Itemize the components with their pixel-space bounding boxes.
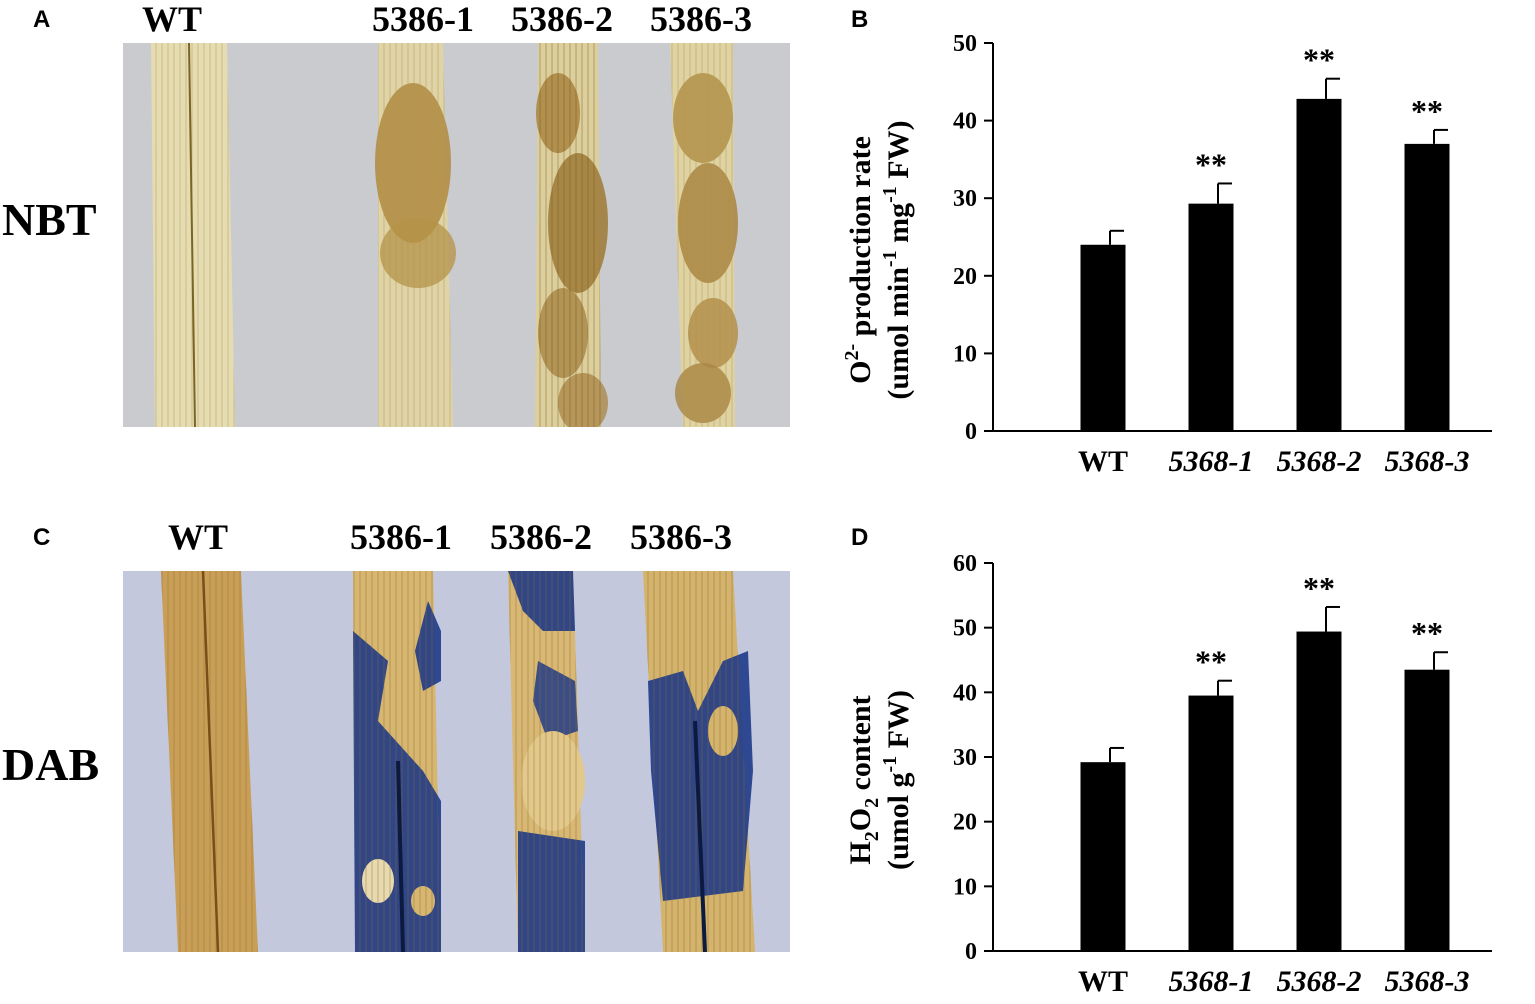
chart-d-plot: 0 10 20 30 40 50 60 WT ** 5368-1 ** 5368-2 ** 5368-3	[953, 551, 1492, 998]
chart-d-y-tick-label: 10	[953, 874, 977, 900]
chart-b-ylabel: O2- production rate (umol min-1 mg-1 FW)	[841, 120, 915, 399]
chart-d-x-label-5368-1: 5368-1	[1169, 965, 1254, 998]
panel-letter-d: D	[851, 524, 869, 551]
chart-d-h2o2-content: H2O2 content (umol g-1 FW) 0102030405060…	[844, 551, 1492, 998]
column-label-5386-3-c: 5386-3	[630, 517, 732, 557]
chart-b-significance-mark: **	[1411, 93, 1443, 129]
row-label-dab: DAB	[2, 739, 100, 790]
chart-b-ylabel-o-sup: 2-	[841, 344, 863, 361]
chart-b-significance-mark: **	[1195, 146, 1227, 182]
column-label-5386-1: 5386-1	[372, 0, 474, 39]
chart-b-bar-5368-3	[1404, 143, 1450, 431]
chart-b-ylabel-unit-c: FW)	[882, 120, 915, 186]
chart-d-y-tick-label: 20	[953, 810, 977, 836]
chart-d-y-tick-label: 50	[953, 616, 977, 642]
chart-b-x-label-5368-1: 5368-1	[1169, 445, 1254, 478]
chart-d-ylabel: H2O2 content (umol g-1 FW)	[844, 690, 915, 870]
dab-leaf-5386-1	[353, 571, 441, 952]
nbt-leaf-wt	[151, 43, 235, 427]
chart-d-bar-5368-3	[1404, 669, 1450, 951]
chart-b-bar-5368-1	[1188, 203, 1234, 431]
chart-b-y-tick-label: 40	[953, 109, 977, 135]
chart-d-ylabel-text: content	[844, 695, 877, 797]
chart-d-bar-5368-1	[1188, 695, 1234, 951]
dab-leaf-5386-3	[643, 571, 755, 952]
svg-text:O2- production rate: O2- production rate	[841, 136, 877, 384]
chart-d-ylabel-o-sub: 2	[861, 798, 883, 808]
nbt-leaf-5386-1	[375, 43, 456, 427]
chart-b-bar-wt	[1080, 244, 1126, 431]
chart-b-ylabel-unit-sup2: -1	[879, 186, 901, 203]
nbt-leaf-illustration	[151, 43, 738, 427]
chart-d-bar-wt	[1080, 762, 1126, 951]
chart-d-y-tick-label: 60	[953, 551, 977, 577]
chart-d-x-label-5368-2: 5368-2	[1277, 965, 1362, 998]
chart-b-o2-production: O2- production rate (umol min-1 mg-1 FW)…	[841, 31, 1492, 478]
chart-b-ylabel-unit-b: mg	[882, 203, 915, 251]
column-label-5386-1-c: 5386-1	[350, 517, 452, 557]
panel-letter-a: A	[33, 6, 51, 33]
chart-b-significance-mark: **	[1303, 42, 1335, 78]
chart-d-x-label-5368-3: 5368-3	[1385, 965, 1470, 998]
chart-d-y-tick-label: 30	[953, 745, 977, 771]
column-label-5386-2-c: 5386-2	[490, 517, 592, 557]
chart-b-plot: 0 10 20 30 40 50 WT ** 5368-1 ** 5368-2 ** 5368-3	[953, 31, 1492, 478]
chart-d-ylabel-h-sub: 2	[861, 831, 883, 841]
chart-d-significance-mark: **	[1195, 644, 1227, 680]
chart-b-y-tick-label: 50	[953, 31, 977, 57]
panel-letter-b: B	[851, 6, 869, 33]
panel-letter-c: C	[33, 524, 51, 551]
chart-d-ylabel-o: O	[844, 808, 877, 831]
chart-d-ylabel-unit-sup: -1	[879, 756, 901, 773]
chart-d-y-tick-label: 0	[965, 939, 977, 965]
chart-b-x-label-5368-3: 5368-3	[1385, 445, 1470, 478]
chart-b-bar-5368-2	[1296, 98, 1342, 431]
svg-text:H2O2 content: H2O2 content	[844, 695, 883, 864]
dab-leaf-5386-2	[508, 571, 585, 952]
chart-b-ylabel-text: production rate	[844, 136, 877, 344]
chart-b-ylabel-unit-sup1: -1	[879, 250, 901, 267]
chart-d-ylabel-unit-a: (umol g	[882, 773, 915, 871]
chart-d-significance-mark: **	[1411, 615, 1443, 651]
column-label-wt: WT	[142, 0, 203, 39]
chart-b-ylabel-unit-a: (umol min	[882, 267, 915, 400]
chart-d-y-tick-label: 40	[953, 680, 977, 706]
chart-b-ylabel-o: O	[844, 361, 877, 384]
chart-b-y-tick-label: 10	[953, 341, 977, 367]
chart-d-ylabel-unit-b: FW)	[882, 690, 915, 756]
chart-b-y-tick-label: 30	[953, 186, 977, 212]
chart-b-y-tick-label: 0	[965, 419, 977, 445]
nbt-leaf-photo	[123, 43, 790, 427]
chart-d-x-label-wt: WT	[1078, 965, 1128, 998]
dab-leaf-illustration	[161, 571, 755, 952]
column-label-5386-2: 5386-2	[511, 0, 613, 39]
nbt-leaf-5386-3	[670, 43, 738, 427]
chart-b-x-label-5368-2: 5368-2	[1277, 445, 1362, 478]
chart-d-significance-mark: **	[1303, 570, 1335, 606]
row-label-nbt: NBT	[2, 194, 97, 245]
svg-text:(umol g-1 FW): (umol g-1 FW)	[879, 690, 915, 870]
chart-b-y-tick-label: 20	[953, 264, 977, 290]
chart-d-ylabel-h: H	[844, 841, 877, 864]
column-label-5386-3: 5386-3	[650, 0, 752, 39]
svg-text:(umol min-1 mg-1 FW): (umol min-1 mg-1 FW)	[879, 120, 915, 399]
chart-b-x-label-wt: WT	[1078, 445, 1128, 478]
dab-leaf-wt	[161, 571, 258, 952]
dab-leaf-photo	[123, 571, 790, 952]
chart-d-bar-5368-2	[1296, 631, 1342, 951]
nbt-leaf-5386-2	[535, 43, 608, 427]
column-label-wt-c: WT	[168, 517, 229, 557]
